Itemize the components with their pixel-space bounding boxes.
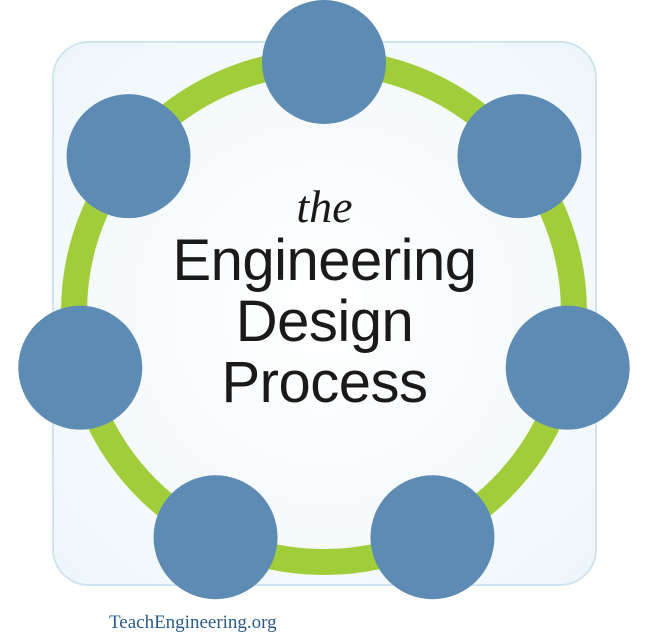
title-block: the Engineering Design Process [172, 183, 476, 414]
process-node-6 [18, 306, 142, 430]
attribution-text: TeachEngineering.org [109, 612, 277, 634]
title-line-1: Engineering [172, 231, 476, 292]
title-the: the [172, 183, 476, 231]
process-node-5 [154, 475, 278, 599]
process-node-1 [262, 0, 386, 124]
diagram-container: the Engineering Design Process TeachEngi… [0, 0, 649, 634]
title-line-3: Process [172, 353, 476, 414]
title-line-2: Design [172, 292, 476, 353]
process-node-3 [506, 306, 630, 430]
process-node-4 [370, 475, 494, 599]
